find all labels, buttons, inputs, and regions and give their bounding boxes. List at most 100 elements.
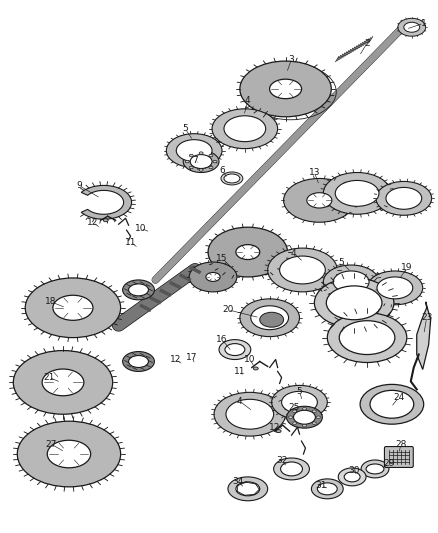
Ellipse shape [183, 151, 219, 173]
Ellipse shape [224, 174, 240, 183]
Ellipse shape [276, 430, 281, 433]
Text: 9: 9 [76, 181, 82, 190]
Ellipse shape [398, 18, 426, 36]
Ellipse shape [376, 181, 431, 215]
Ellipse shape [386, 188, 422, 209]
Text: 7: 7 [192, 156, 198, 165]
Ellipse shape [226, 399, 274, 429]
Text: 25: 25 [289, 403, 300, 412]
Ellipse shape [224, 116, 266, 142]
Ellipse shape [338, 468, 366, 486]
Text: 4: 4 [245, 96, 251, 106]
Ellipse shape [307, 193, 332, 208]
Ellipse shape [335, 181, 379, 206]
Ellipse shape [221, 172, 243, 185]
Ellipse shape [303, 408, 307, 410]
Ellipse shape [53, 295, 93, 320]
Text: 3: 3 [289, 54, 294, 63]
Ellipse shape [176, 140, 212, 161]
Ellipse shape [316, 416, 320, 418]
Polygon shape [81, 185, 131, 219]
Text: 11: 11 [125, 238, 136, 247]
Ellipse shape [272, 385, 327, 419]
Ellipse shape [361, 460, 389, 478]
Text: 5: 5 [338, 257, 344, 266]
Ellipse shape [318, 483, 337, 495]
Ellipse shape [366, 464, 384, 474]
Text: 17: 17 [187, 353, 198, 362]
Text: 2: 2 [364, 39, 370, 47]
Ellipse shape [42, 369, 84, 396]
Ellipse shape [13, 351, 113, 414]
Ellipse shape [240, 61, 331, 117]
Polygon shape [417, 302, 431, 369]
Ellipse shape [283, 179, 355, 222]
Ellipse shape [47, 440, 91, 468]
Ellipse shape [303, 424, 307, 427]
Text: 13: 13 [309, 168, 320, 177]
Ellipse shape [274, 458, 309, 480]
Ellipse shape [253, 367, 258, 370]
Ellipse shape [166, 134, 222, 167]
Ellipse shape [323, 173, 391, 214]
Ellipse shape [189, 262, 237, 292]
Ellipse shape [269, 79, 302, 99]
Ellipse shape [293, 410, 315, 424]
Text: 5: 5 [297, 387, 302, 396]
Text: 34: 34 [232, 478, 244, 487]
Ellipse shape [236, 482, 260, 496]
Text: 4: 4 [291, 248, 297, 257]
Ellipse shape [199, 152, 203, 155]
Ellipse shape [289, 416, 293, 418]
Ellipse shape [17, 421, 120, 487]
Text: 30: 30 [348, 466, 360, 475]
Text: 12: 12 [170, 355, 181, 364]
Ellipse shape [314, 278, 394, 328]
Text: 31: 31 [316, 481, 327, 490]
Text: 28: 28 [395, 440, 406, 449]
Text: 10: 10 [244, 355, 255, 364]
Ellipse shape [344, 472, 360, 482]
Text: 23: 23 [421, 313, 432, 322]
Ellipse shape [282, 391, 318, 413]
Ellipse shape [240, 299, 300, 337]
Ellipse shape [209, 166, 213, 169]
Text: 10: 10 [135, 224, 146, 233]
Ellipse shape [225, 344, 245, 356]
Ellipse shape [199, 169, 203, 171]
FancyBboxPatch shape [385, 447, 413, 467]
Ellipse shape [251, 306, 289, 330]
Text: 1: 1 [421, 19, 427, 28]
Ellipse shape [281, 462, 303, 476]
Ellipse shape [129, 356, 148, 367]
Text: 19: 19 [401, 263, 413, 272]
Ellipse shape [185, 160, 189, 163]
Text: 6: 6 [219, 166, 225, 175]
Ellipse shape [228, 477, 268, 501]
Ellipse shape [189, 155, 193, 157]
Ellipse shape [333, 271, 369, 293]
Text: 21: 21 [43, 373, 55, 382]
Ellipse shape [286, 406, 322, 428]
Ellipse shape [208, 227, 288, 277]
Ellipse shape [367, 271, 423, 305]
Text: 24: 24 [393, 393, 404, 402]
Text: 18: 18 [45, 297, 57, 306]
Text: 20: 20 [222, 305, 233, 314]
Ellipse shape [404, 22, 420, 32]
Ellipse shape [293, 422, 297, 424]
Text: 16: 16 [216, 335, 228, 344]
Text: 11: 11 [234, 367, 246, 376]
Ellipse shape [339, 321, 395, 354]
Ellipse shape [209, 155, 213, 157]
Ellipse shape [103, 219, 108, 222]
Text: 15: 15 [216, 254, 228, 263]
Ellipse shape [190, 155, 212, 168]
Text: 12: 12 [269, 423, 280, 432]
Ellipse shape [189, 166, 193, 169]
Ellipse shape [206, 272, 220, 281]
Ellipse shape [370, 390, 414, 418]
Ellipse shape [293, 410, 297, 413]
Ellipse shape [213, 160, 217, 163]
Ellipse shape [327, 313, 407, 362]
